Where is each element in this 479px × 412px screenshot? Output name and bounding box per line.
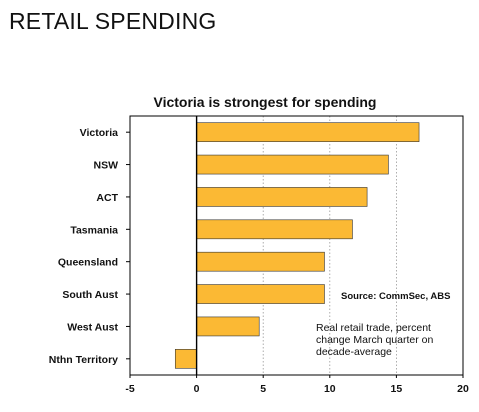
category-label: NSW [94,160,119,172]
slide-title: RETAIL SPENDING [9,8,217,34]
category-label: Queensland [58,257,118,269]
category-labels: Victoria NSW ACT Tasmania Queensland South Au… [49,127,119,366]
x-tick-label: 15 [391,383,403,395]
x-tick-label: 10 [324,383,336,395]
x-tick-label: 20 [457,383,469,395]
bars [174,122,420,369]
category-label: South Aust [62,289,118,301]
bar [196,251,325,272]
category-label: Tasmania [70,224,118,236]
category-label: Victoria [80,127,118,139]
bar [196,187,368,207]
bar [196,154,389,175]
note-line: change March quarter on [316,334,433,346]
note-line: decade-average [316,346,392,358]
x-tick-labels: -5 0 5 10 15 20 [125,383,469,395]
source-annotation: Source: CommSec, ABS [341,291,450,302]
note-line: Real retail trade, percent [316,322,431,334]
plot-frame [129,115,464,376]
category-label: ACT [96,192,118,204]
bar [196,122,420,142]
category-label: Nthn Territory [49,354,118,366]
note-annotation: Real retail trade, percent change March q… [316,322,433,358]
x-tick-label: -5 [125,383,134,395]
x-tick-label: 5 [260,383,266,395]
chart-title: Victoria is strongest for spending [153,94,376,110]
bar [196,284,325,304]
bar [196,316,260,337]
bar [196,219,353,240]
x-tick-label: 0 [194,383,200,395]
bar [174,349,197,369]
category-label: West Aust [67,321,118,333]
